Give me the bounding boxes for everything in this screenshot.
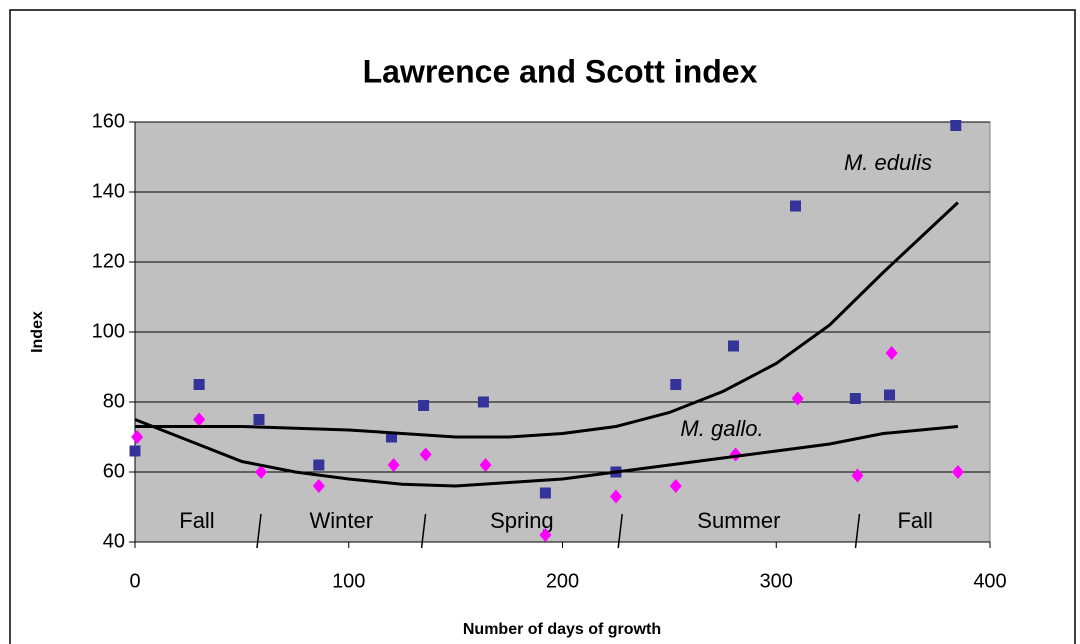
x-tick-label: 300 (760, 570, 793, 592)
point (728, 340, 739, 352)
point (418, 400, 430, 411)
point (193, 412, 206, 427)
point (477, 396, 489, 408)
x-axis-label: Number of days of growth (463, 621, 661, 638)
series-annotation: M. edulis (844, 150, 932, 175)
chart-title: Lawrence and Scott index (363, 53, 758, 89)
y-tick-label: 160 (92, 110, 125, 132)
point (129, 445, 141, 457)
point (885, 346, 898, 360)
season-label: Fall (179, 508, 214, 533)
point (951, 465, 964, 479)
y-axis-label: Index (29, 311, 46, 353)
point (670, 379, 682, 390)
trend-line (134, 418, 959, 488)
season-label: Fall (897, 508, 932, 533)
point (791, 391, 804, 406)
season-divider (420, 513, 427, 549)
y-tick-label: 60 (103, 460, 125, 482)
season-divider (854, 513, 861, 549)
point (539, 528, 552, 542)
point (387, 458, 400, 472)
point (255, 465, 268, 479)
point (609, 489, 622, 504)
trend-line (135, 201, 959, 439)
season-label: Spring (490, 508, 554, 533)
series-annotation: M. gallo. (680, 416, 763, 441)
y-tick-label: 80 (103, 390, 125, 412)
season-label: Summer (697, 508, 780, 533)
season-divider (617, 513, 623, 549)
point (884, 389, 896, 401)
point (669, 479, 682, 493)
x-tick-label: 0 (129, 570, 140, 592)
point (950, 120, 962, 131)
y-tick-label: 140 (92, 180, 125, 202)
x-tick-label: 200 (546, 570, 579, 592)
y-tick-label: 120 (92, 250, 125, 272)
point (193, 379, 205, 390)
point (253, 414, 265, 425)
season-divider (256, 513, 262, 549)
point (789, 200, 801, 212)
y-tick-label: 40 (103, 530, 125, 552)
point (131, 430, 144, 444)
point (479, 458, 492, 472)
point (313, 459, 325, 471)
season-label: Winter (309, 508, 373, 533)
point (312, 479, 325, 493)
y-tick-label: 100 (92, 320, 125, 342)
point (849, 393, 861, 404)
x-tick-label: 400 (973, 570, 1006, 592)
point (386, 431, 397, 443)
point (851, 468, 864, 483)
point (419, 447, 432, 462)
point (539, 487, 551, 499)
x-tick-label: 100 (332, 570, 365, 592)
